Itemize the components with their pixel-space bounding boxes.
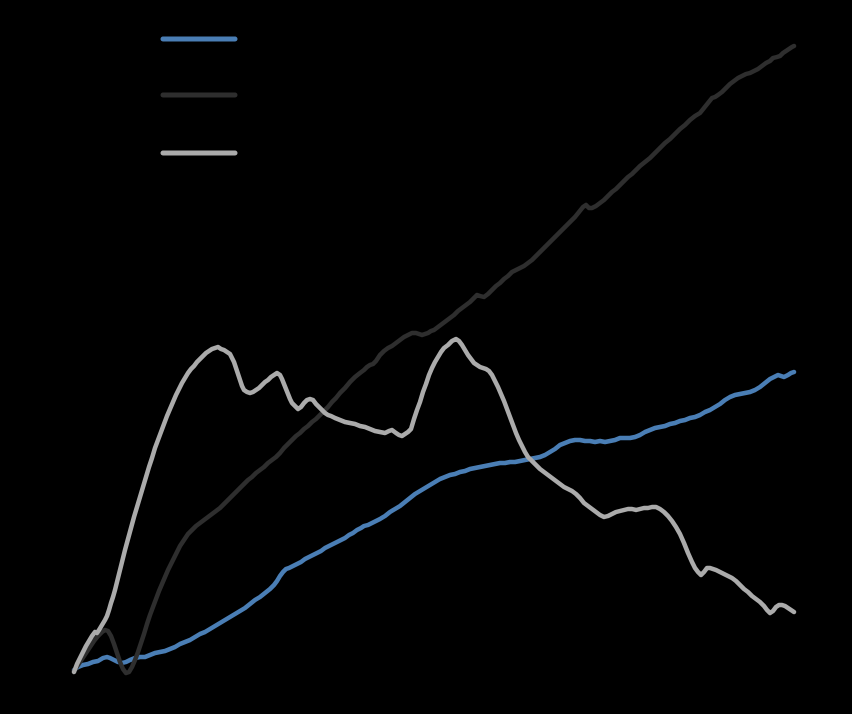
- blue-series-line: [71, 369, 797, 673]
- gray-series-line: [71, 336, 797, 675]
- dark-series-line: [71, 43, 797, 676]
- legend: [160, 36, 238, 156]
- plot-lines: [71, 43, 797, 676]
